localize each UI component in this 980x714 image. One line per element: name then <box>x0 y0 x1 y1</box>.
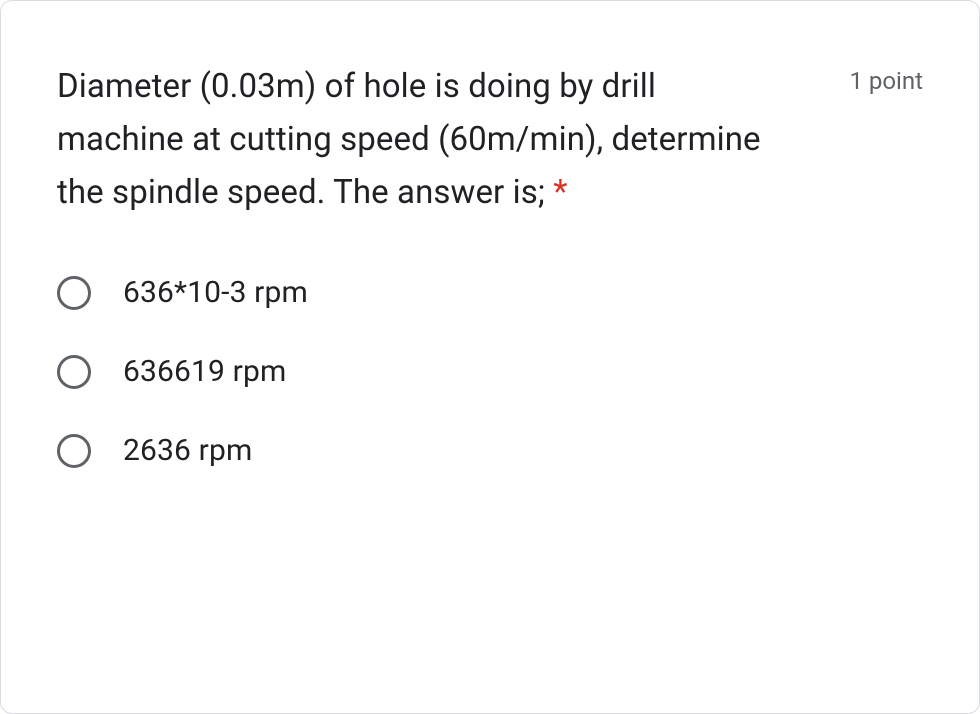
question-text: Diameter (0.03m) of hole is doing by dri… <box>57 61 777 219</box>
option-label: 636*10-3 rpm <box>123 275 308 310</box>
option-label: 2636 rpm <box>123 433 252 468</box>
option-2[interactable]: 2636 rpm <box>57 433 923 468</box>
radio-icon <box>57 355 91 389</box>
option-label: 636619 rpm <box>123 354 286 389</box>
question-card: Diameter (0.03m) of hole is doing by dri… <box>0 0 980 714</box>
question-body: Diameter (0.03m) of hole is doing by dri… <box>57 67 761 212</box>
option-0[interactable]: 636*10-3 rpm <box>57 275 923 310</box>
radio-icon <box>57 276 91 310</box>
radio-icon <box>57 434 91 468</box>
option-1[interactable]: 636619 rpm <box>57 354 923 389</box>
options-group: 636*10-3 rpm 636619 rpm 2636 rpm <box>57 275 923 468</box>
required-asterisk: * <box>553 173 567 212</box>
points-label: 1 point <box>849 67 923 95</box>
question-header: Diameter (0.03m) of hole is doing by dri… <box>57 61 923 219</box>
